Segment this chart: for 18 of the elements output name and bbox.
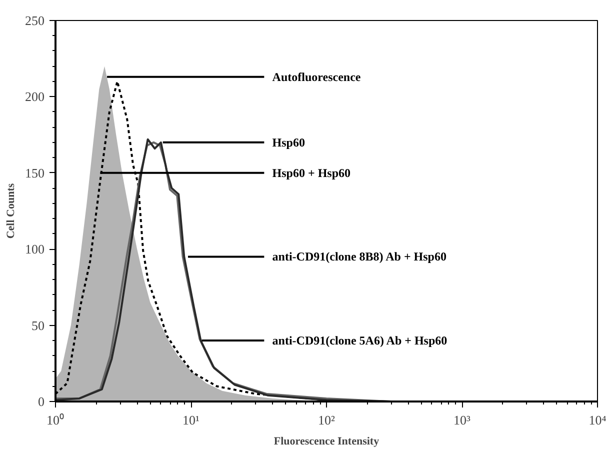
y-axis-title: Cell Counts <box>5 182 17 239</box>
x-tick-label: 10¹ <box>182 412 200 428</box>
y-tick-label: 200 <box>25 89 44 104</box>
annotation: anti-CD91(clone 5A6) Ab + Hsp60 <box>272 334 448 348</box>
x-tick-label: 10³ <box>454 412 471 428</box>
y-tick-label: 100 <box>25 242 44 257</box>
y-tick-label: 250 <box>25 13 44 28</box>
x-tick-label: 10⁰ <box>46 412 64 428</box>
y-tick-label: 150 <box>25 165 44 180</box>
y-tick-label: 0 <box>38 394 44 409</box>
annotation: Hsp60 <box>272 135 305 150</box>
x-tick-label: 10⁴ <box>588 412 607 428</box>
x-tick-label: 10² <box>318 412 336 428</box>
x-axis-title: Fluorescence Intensity <box>274 436 380 448</box>
y-tick-label: 50 <box>32 318 44 333</box>
annotation: anti-CD91(clone 8B8) Ab + Hsp60 <box>272 250 446 264</box>
annotation: Autofluorescence <box>272 70 362 84</box>
annotation: Hsp60 + Hsp60 <box>272 166 351 180</box>
